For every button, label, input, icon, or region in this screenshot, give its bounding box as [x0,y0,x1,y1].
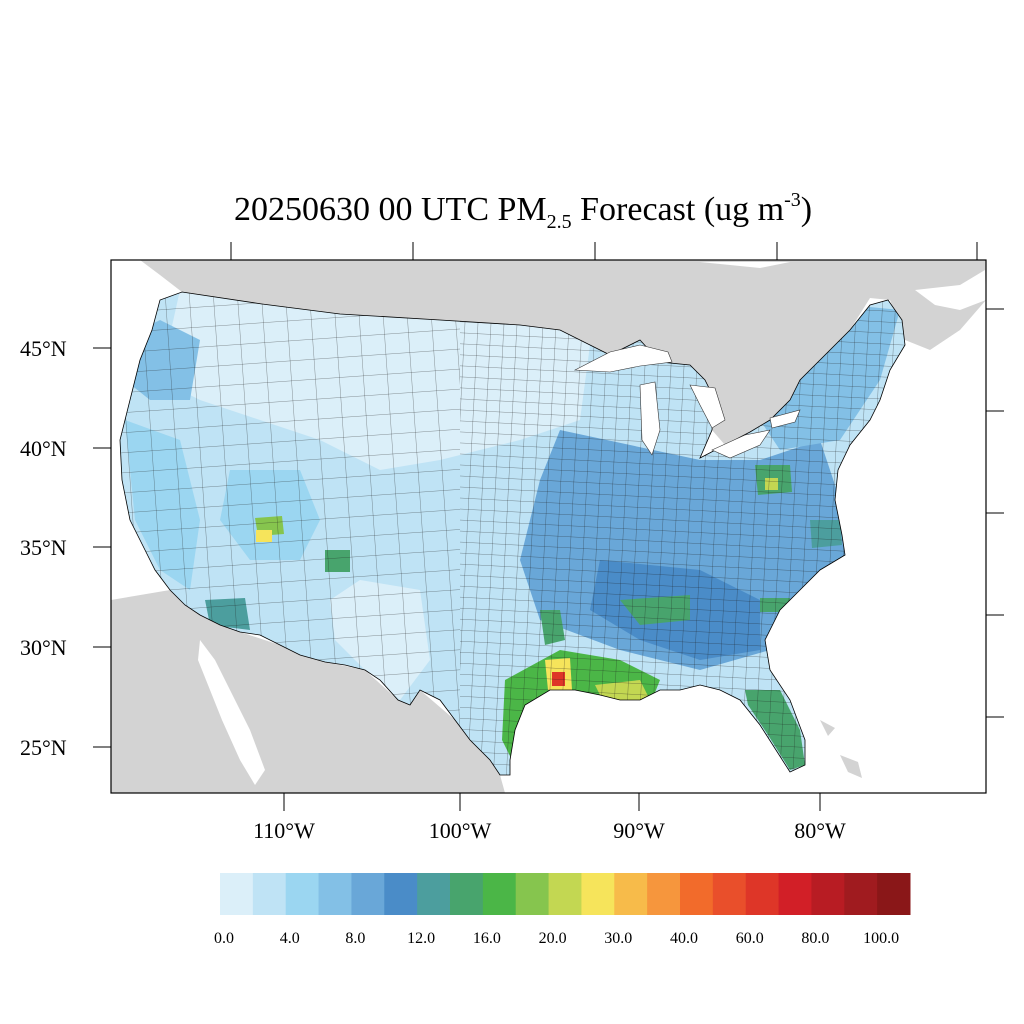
colorbar-swatch [252,873,287,915]
lake-erie [711,429,771,459]
colorbar-swatch [220,873,254,915]
colorbar-tick-label: 12.0 [407,930,435,947]
colorbar: 0.0 4.0 8.0 12.0 16.0 20.0 30.0 40.0 60.0 80.0 100… [214,873,911,947]
title-middle: Forecast (ug m [572,191,784,228]
lon-label-100w: 100°W [429,818,492,843]
colorbar-tick-label: 30.0 [604,930,632,947]
left-axis-ticks [93,347,111,748]
title-prefix: 20250630 00 UTC PM [234,191,547,228]
caribbean-island [840,755,862,778]
colorbar-tick-label: 16.0 [473,930,501,947]
colorbar-swatch [351,873,385,915]
map-plot-area: 45°N 40°N 35°N 30°N 25°N 110°W 100°W 90°… [20,242,1004,843]
us-outline [119,291,906,776]
colorbar-tick-label: 20.0 [539,930,567,947]
colorbar-tick-label: 4.0 [280,930,300,947]
colorbar-swatch [581,873,615,915]
lat-label-45n: 45°N [20,336,67,361]
gulf-of-st-lawrence [915,270,986,310]
lake-ontario [769,409,801,429]
lon-label-110w: 110°W [253,818,315,843]
lon-label-90w: 90°W [613,818,665,843]
colorbar-swatch [844,873,878,915]
title-superscript: -3 [784,189,801,211]
colorbar-swatch [318,873,352,915]
colorbar-swatch [745,873,780,915]
mexico-land [111,590,505,793]
colorbar-swatch [647,873,681,915]
northern-water [700,262,790,268]
gulf-of-california [198,640,265,785]
lake-superior [573,344,673,373]
colorbar-swatch [417,873,451,915]
colorbar-tick-label: 40.0 [670,930,698,947]
colorbar-swatch [877,873,911,915]
bottom-axis-ticks [283,793,821,811]
lat-label-25n: 25°N [20,735,67,760]
lat-label-35n: 35°N [20,535,67,560]
colorbar-tick-label: 0.0 [214,930,234,947]
lon-label-80w: 80°W [794,818,846,843]
colorbar-tick-label: 8.0 [345,930,365,947]
map-title: 20250630 00 UTC PM2.5 Forecast (ug m-3) [234,189,812,233]
colorbar-swatch [384,873,418,915]
colorbar-swatch [811,873,845,915]
canada-land [140,260,986,445]
colorbar-swatch [515,873,550,915]
colorbar-labels: 0.0 4.0 8.0 12.0 16.0 20.0 30.0 40.0 60.0 80.0 100… [214,930,899,947]
title-subscript: 2.5 [547,211,572,233]
colorbar-swatch [680,873,714,915]
plot-frame [110,259,987,794]
lake-michigan [639,381,661,456]
colorbar-tick-label: 100.0 [863,930,899,947]
colorbar-swatch [482,873,517,915]
colorbar-swatch [778,873,812,915]
title-suffix: ) [801,191,812,228]
colorbar-swatch [712,873,747,915]
colorbar-swatch [614,873,648,915]
colorbar-swatch [285,873,320,915]
colorbar-tick-label: 60.0 [736,930,764,947]
lat-label-30n: 30°N [20,635,67,660]
lat-label-40n: 40°N [20,436,67,461]
lake-huron [689,384,726,429]
colorbar-swatches [220,873,911,915]
colorbar-tick-label: 80.0 [801,930,829,947]
colorbar-swatch [548,873,582,915]
colorbar-swatch [450,873,484,915]
top-axis-ticks [230,242,978,260]
bahamas-island [820,720,835,736]
right-axis-ticks [986,308,1004,718]
